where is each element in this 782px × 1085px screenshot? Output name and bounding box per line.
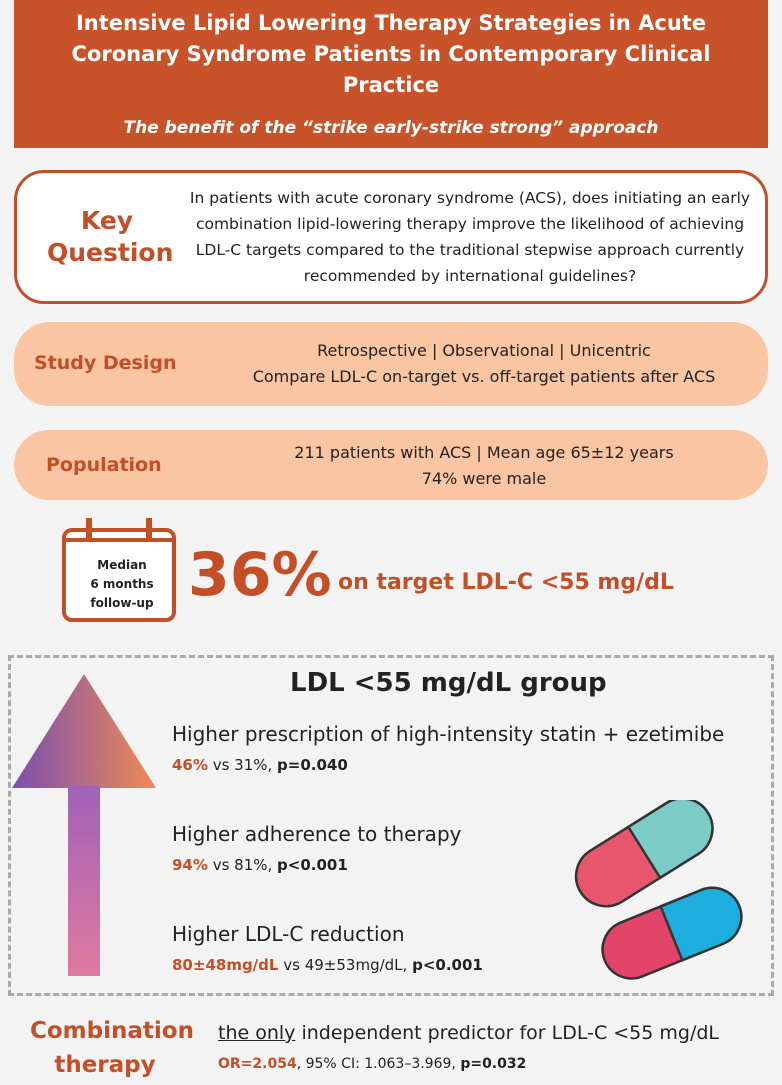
follow-up-label: Median 6 months follow-up	[64, 556, 180, 613]
line: Retrospective | Observational | Unicentr…	[317, 341, 651, 360]
percent: 36%	[188, 540, 332, 610]
predictor-label: Combination therapy	[30, 1018, 194, 1078]
p-value: p<0.001	[277, 856, 348, 874]
or: OR=2.054	[218, 1056, 297, 1072]
population: Population 211 patients with ACS | Mean …	[14, 430, 768, 500]
comparison: vs 49±53mg/dL,	[283, 956, 408, 974]
finding-stats: 80±48mg/dL vs 49±53mg/dL, p<0.001	[172, 956, 762, 974]
comparison: vs 81%,	[212, 856, 273, 874]
calendar-icon	[62, 518, 176, 622]
line: Compare LDL-C on-target vs. off-target p…	[252, 367, 716, 386]
label: Population	[46, 454, 162, 476]
line: Median	[97, 558, 147, 572]
finding-heading: Higher adherence to therapy	[172, 822, 462, 846]
study-design: Study Design Retrospective | Observation…	[14, 322, 768, 406]
highlight: 80±48mg/dL	[172, 956, 279, 974]
highlight: 94%	[172, 856, 208, 874]
predictor-text: the only independent predictor for LDL-C…	[218, 1022, 719, 1044]
arrow	[12, 674, 156, 976]
line: 74% were male	[421, 469, 547, 488]
pills-icon	[574, 800, 743, 980]
finding: Higher LDL-C reduction 80±48mg/dL vs 49±5…	[172, 922, 762, 1022]
highlight: 46%	[172, 756, 208, 774]
lines: Retrospective | Observational | Unicentr…	[204, 338, 764, 390]
underlined: the only	[218, 1022, 296, 1044]
p-value: p=0.040	[277, 756, 348, 774]
header: Intensive Lipid Lowering Therapy Strateg…	[14, 0, 768, 148]
group-title: LDL <55 mg/dL group	[290, 668, 607, 698]
findings: Higher prescription of high-intensity st…	[172, 722, 762, 1022]
lines: 211 patients with ACS | Mean age 65±12 y…	[204, 440, 764, 492]
finding-heading: Higher prescription of high-intensity st…	[172, 722, 725, 746]
predictor-stats: OR=2.054, 95% CI: 1.063–3.969, p=0.032	[218, 1056, 526, 1072]
p: p=0.032	[460, 1056, 527, 1072]
finding-stats: 46% vs 31%, p=0.040	[172, 756, 762, 774]
key-question-text: In patients with acute coronary syndrome…	[189, 189, 751, 285]
target-text: on target LDL-C <55 mg/dL	[338, 570, 674, 595]
label: Study Design	[34, 352, 177, 374]
subtitle: The benefit of the “strike early-strike …	[123, 118, 659, 138]
title: Intensive Lipid Lowering Therapy Strateg…	[71, 11, 711, 97]
key-question: Key Question In patients with acute coro…	[14, 170, 768, 304]
p-value: p<0.001	[412, 956, 483, 974]
line: follow-up	[90, 596, 154, 610]
finding-stats: 94% vs 81%, p<0.001	[172, 856, 762, 874]
key-question-label: Key Question	[47, 206, 174, 267]
finding-heading: Higher LDL-C reduction	[172, 922, 405, 946]
line: 6 months	[90, 577, 154, 591]
ci: , 95% CI: 1.063–3.969,	[296, 1056, 456, 1072]
text: independent predictor for LDL-C <55 mg/d…	[301, 1022, 720, 1044]
finding: Higher prescription of high-intensity st…	[172, 722, 762, 822]
line: 211 patients with ACS | Mean age 65±12 y…	[294, 443, 674, 462]
comparison: vs 31%,	[212, 756, 273, 774]
finding: Higher adherence to therapy 94% vs 81%, p…	[172, 822, 762, 922]
group-box	[8, 655, 774, 996]
